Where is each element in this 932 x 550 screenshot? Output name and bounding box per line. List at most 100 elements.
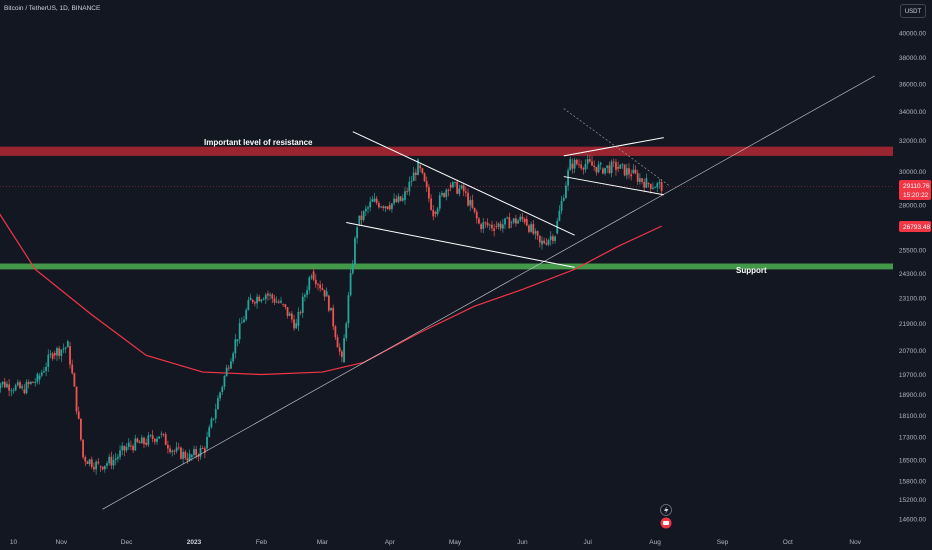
y-tick-label: 24300.00 — [899, 271, 926, 278]
candle-body — [186, 458, 189, 461]
y-tick-label: 18100.00 — [899, 413, 926, 420]
candle-body — [304, 294, 306, 297]
candle-body — [151, 435, 154, 439]
candle-body — [10, 390, 13, 392]
flag-lower-line[interactable] — [563, 176, 664, 196]
candle-body — [106, 463, 108, 466]
candle-body — [217, 398, 219, 410]
y-tick-label: 25500.00 — [899, 248, 926, 255]
candle-body — [641, 178, 643, 182]
flag-upper-line[interactable] — [563, 137, 664, 157]
candle-body — [360, 215, 363, 220]
candle-body — [138, 441, 141, 444]
candle-body — [238, 323, 241, 340]
candle-body — [421, 168, 424, 174]
candle-body — [101, 466, 104, 470]
ma-price-tag — [899, 221, 931, 232]
x-tick-label: Nov — [56, 539, 68, 546]
candle-body — [469, 200, 472, 206]
candle-body — [188, 453, 191, 461]
candle-body — [66, 341, 69, 348]
candle-body — [267, 293, 269, 296]
candle-body — [425, 181, 428, 188]
x-tick-label: Nov — [849, 539, 861, 546]
candle-body — [130, 445, 132, 447]
candle-body — [467, 192, 469, 206]
candle-body — [280, 300, 282, 303]
candle-body — [256, 296, 258, 304]
wedge-lower-line[interactable] — [346, 222, 575, 268]
candle-body — [358, 215, 361, 225]
candle-body — [64, 347, 67, 349]
x-tick-label: Oct — [783, 539, 793, 546]
candle-body — [271, 294, 274, 299]
candle-body — [371, 199, 374, 202]
y-tick-label: 40000.00 — [899, 31, 926, 38]
y-tick-label: 23100.00 — [899, 295, 926, 302]
candle-body — [8, 384, 11, 391]
candle-body — [251, 299, 254, 303]
candle-body — [301, 296, 304, 313]
dotted-projection-line[interactable] — [563, 108, 671, 187]
candle-body — [404, 191, 406, 200]
candle-body — [482, 222, 485, 229]
alert-badge-icon[interactable] — [660, 517, 672, 529]
candle-body — [249, 297, 252, 301]
candle-body — [347, 295, 350, 324]
candle-body — [580, 164, 583, 169]
y-tick-label: 21900.00 — [899, 321, 926, 328]
candle-body — [367, 207, 369, 209]
candle-body — [619, 164, 622, 169]
candle-body — [593, 165, 596, 167]
candle-body — [317, 284, 319, 285]
candle-body — [164, 434, 167, 445]
candle-body — [245, 309, 248, 320]
candle-body — [447, 189, 450, 191]
candle-body — [643, 181, 646, 188]
candle-body — [356, 227, 359, 239]
candle-body — [454, 181, 456, 183]
lightning-icon[interactable] — [660, 504, 672, 516]
candle-body — [597, 164, 600, 173]
symbol-label: Bitcoin / TetherUS, 1D, BINANCE — [4, 5, 101, 12]
candle-body — [140, 437, 143, 444]
y-tick-label: 15800.00 — [899, 478, 926, 485]
candle-body — [571, 163, 574, 169]
resistance-label: Important level of resistance — [204, 138, 313, 147]
candle-body — [14, 385, 17, 391]
candle-body — [382, 206, 385, 209]
candle-body — [73, 373, 76, 387]
candle-body — [34, 381, 37, 383]
ascending-trendline[interactable] — [102, 75, 875, 510]
candle-body — [143, 437, 145, 445]
candle-body — [523, 218, 526, 223]
candle-body — [1, 381, 4, 385]
currency-button[interactable]: USDT — [900, 4, 926, 18]
candle-body — [27, 381, 30, 384]
x-tick-label: May — [449, 539, 462, 546]
candle-body — [551, 236, 554, 241]
candle-body — [123, 445, 126, 451]
candle-body — [645, 178, 648, 188]
candle-body — [69, 346, 71, 365]
candle-body — [391, 203, 393, 210]
candle-body — [549, 236, 552, 240]
candle-body — [325, 291, 328, 297]
candle-body — [254, 302, 256, 304]
candle-body — [197, 455, 200, 457]
candle-body — [184, 451, 187, 459]
candle-body — [625, 168, 628, 176]
candle-body — [12, 390, 15, 392]
wedge-upper-line[interactable] — [352, 131, 575, 236]
candle-body — [538, 235, 541, 243]
candle-body — [414, 172, 417, 176]
candle-body — [173, 450, 176, 452]
y-tick-label: 17300.00 — [899, 435, 926, 442]
candle-body — [227, 367, 230, 369]
candle-body — [3, 381, 6, 388]
candle-body — [225, 367, 228, 377]
candle-body — [604, 167, 606, 174]
candle-body — [147, 435, 150, 445]
candle-body — [132, 445, 134, 451]
